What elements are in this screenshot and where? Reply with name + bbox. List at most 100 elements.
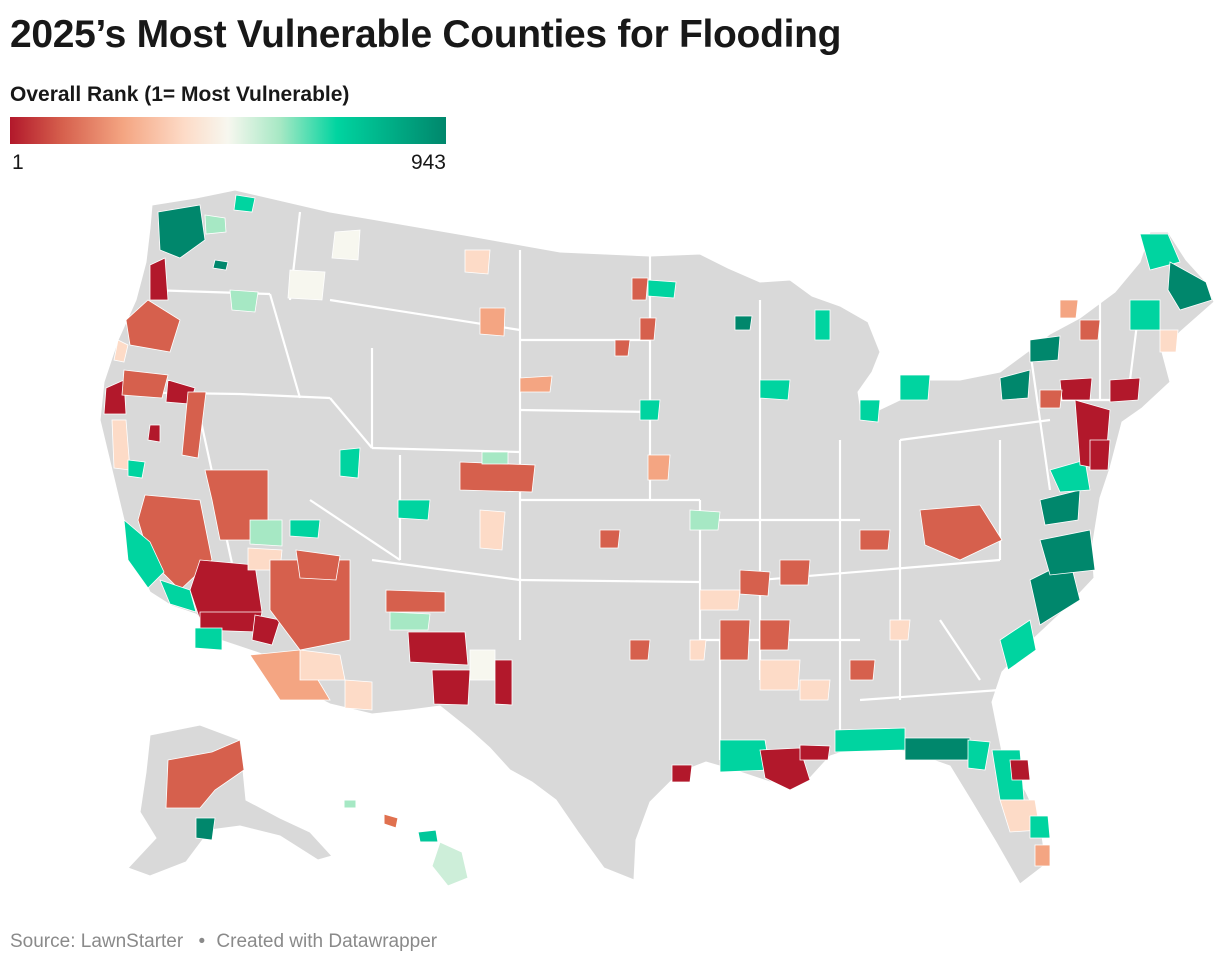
county[interactable] [1089, 439, 1111, 471]
county[interactable] [904, 737, 971, 761]
county[interactable] [719, 619, 751, 661]
county[interactable] [494, 659, 513, 706]
county[interactable] [464, 249, 491, 275]
county[interactable] [1059, 377, 1093, 401]
county[interactable] [1167, 261, 1213, 311]
county[interactable] [759, 379, 791, 401]
county[interactable] [251, 614, 281, 646]
county-choropleth-layer[interactable] [103, 194, 1213, 867]
county[interactable] [1039, 489, 1081, 526]
county[interactable] [149, 257, 169, 301]
county[interactable] [165, 739, 245, 809]
county[interactable] [999, 619, 1037, 671]
county[interactable] [519, 375, 553, 393]
county[interactable] [734, 315, 753, 331]
county[interactable] [639, 399, 661, 421]
county[interactable] [481, 451, 509, 465]
hawaii-big-island[interactable] [431, 841, 469, 887]
county[interactable] [689, 639, 707, 661]
county[interactable] [834, 727, 906, 753]
footer-credit-link[interactable]: Created with Datawrapper [216, 931, 438, 952]
county[interactable] [1139, 233, 1181, 271]
county[interactable] [204, 214, 227, 235]
county[interactable] [249, 519, 283, 547]
county[interactable] [859, 529, 891, 551]
county[interactable] [859, 399, 881, 423]
county[interactable] [121, 369, 169, 399]
county[interactable] [647, 279, 677, 299]
county[interactable] [127, 459, 146, 479]
county[interactable] [1034, 844, 1051, 867]
county[interactable] [123, 519, 165, 589]
county[interactable] [999, 369, 1031, 401]
county[interactable] [849, 659, 876, 681]
county[interactable] [459, 461, 536, 493]
county[interactable] [195, 817, 216, 841]
county[interactable] [639, 317, 657, 341]
hawaii-maui[interactable] [417, 829, 439, 843]
county[interactable] [407, 631, 469, 666]
county[interactable] [1049, 459, 1091, 493]
county[interactable] [1039, 389, 1063, 409]
county[interactable] [479, 307, 506, 337]
county[interactable] [344, 679, 373, 711]
county[interactable] [229, 289, 259, 313]
county[interactable] [799, 679, 831, 701]
county[interactable] [1059, 299, 1079, 319]
county[interactable] [113, 339, 129, 363]
county[interactable] [689, 509, 721, 531]
county[interactable] [889, 619, 911, 641]
county[interactable] [919, 504, 1003, 561]
county[interactable] [389, 611, 431, 631]
county[interactable] [647, 454, 671, 481]
county[interactable] [599, 529, 621, 549]
county[interactable] [233, 194, 256, 213]
county[interactable] [671, 764, 693, 783]
county[interactable] [739, 569, 771, 597]
county[interactable] [249, 649, 331, 701]
county[interactable] [295, 549, 341, 581]
county[interactable] [397, 499, 431, 521]
county[interactable] [147, 424, 161, 443]
county[interactable] [1129, 299, 1161, 331]
county[interactable] [331, 229, 361, 261]
county[interactable] [629, 639, 651, 661]
county[interactable] [699, 589, 741, 611]
county[interactable] [631, 277, 649, 301]
county[interactable] [799, 744, 831, 761]
county[interactable] [814, 309, 831, 341]
county[interactable] [194, 627, 223, 651]
county[interactable] [159, 579, 197, 613]
county[interactable] [103, 379, 127, 415]
county[interactable] [759, 619, 791, 651]
us-county-choropleth-map[interactable] [0, 180, 1220, 900]
county[interactable] [779, 559, 811, 586]
county[interactable] [479, 509, 506, 551]
county[interactable] [1029, 335, 1061, 363]
county[interactable] [759, 659, 801, 691]
county[interactable] [157, 204, 206, 259]
county[interactable] [385, 589, 446, 613]
county[interactable] [967, 739, 991, 771]
county[interactable] [1039, 529, 1096, 576]
county[interactable] [1109, 377, 1141, 403]
county[interactable] [1079, 319, 1101, 341]
hawaii-oahu[interactable] [383, 813, 399, 829]
county[interactable] [299, 649, 346, 681]
county[interactable] [1009, 759, 1031, 781]
county[interactable] [212, 259, 229, 271]
county[interactable] [1159, 329, 1179, 353]
county[interactable] [1029, 815, 1051, 839]
county[interactable] [125, 299, 181, 353]
hawaii-kauai[interactable] [343, 799, 357, 809]
county[interactable] [759, 747, 811, 791]
county[interactable] [287, 269, 326, 301]
county[interactable] [899, 374, 931, 401]
county[interactable] [289, 519, 321, 539]
county[interactable] [469, 649, 496, 681]
hawaii[interactable] [343, 799, 469, 887]
county[interactable] [431, 669, 471, 706]
county[interactable] [614, 339, 631, 357]
county[interactable] [339, 447, 361, 479]
county[interactable] [181, 391, 207, 459]
